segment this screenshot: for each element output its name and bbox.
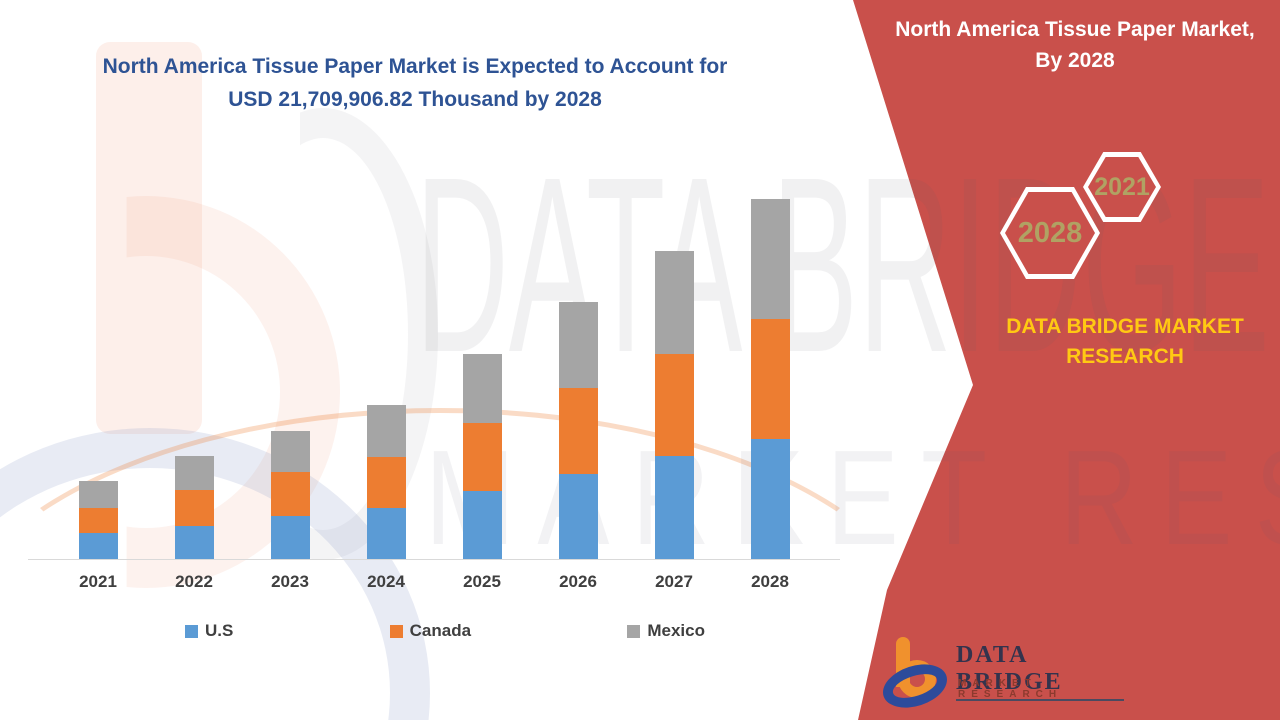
x-axis-label-2022: 2022 xyxy=(175,572,213,591)
chart-legend: U.S Canada Mexico xyxy=(185,621,705,641)
brand-name-text: DATA BRIDGE MARKET RESEARCH xyxy=(990,312,1260,372)
bar-segment-us-2022 xyxy=(174,526,214,559)
logo-d-swoosh-icon xyxy=(877,656,953,716)
bar-segment-us-2028 xyxy=(750,439,790,559)
x-axis-label-2027: 2027 xyxy=(655,572,693,591)
legend-label: Canada xyxy=(409,621,472,640)
bar-segment-mexico-2023 xyxy=(270,431,310,472)
page-title-line1: North America Tissue Paper Market is Exp… xyxy=(102,55,728,78)
logo-wordmark: DATA BRIDGE xyxy=(956,642,1124,701)
bar-segment-canada-2025 xyxy=(462,423,502,491)
bar-segment-canada-2028 xyxy=(750,319,790,439)
side-panel-title-line1: North America Tissue Paper Market, xyxy=(895,18,1255,41)
x-axis-label-2026: 2026 xyxy=(559,572,597,591)
bar-column-2021 xyxy=(50,199,146,559)
x-axis-label-2025: 2025 xyxy=(463,572,501,591)
bar-segment-us-2023 xyxy=(270,516,310,559)
page-title-line2: USD 21,709,906.82 Thousand by 2028 xyxy=(228,88,602,111)
bar-segment-us-2024 xyxy=(366,508,406,559)
legend-label: Mexico xyxy=(647,621,705,640)
x-axis-labels: 2021 2022 2023 2024 2025 2026 2027 2028 xyxy=(50,572,818,592)
hexagon-2021-year-label: 2021 xyxy=(1094,172,1150,201)
side-panel-title-line2: By 2028 xyxy=(1035,49,1115,72)
bar-column-2024 xyxy=(338,199,434,559)
x-axis-label-2021: 2021 xyxy=(79,572,117,591)
bar-column-2023 xyxy=(242,199,338,559)
bar-column-2027 xyxy=(626,199,722,559)
logo-b-bowl-icon xyxy=(898,660,936,698)
bar-segment-canada-2023 xyxy=(270,472,310,516)
x-axis-line xyxy=(28,559,840,560)
legend-item-canada: Canada xyxy=(389,621,472,641)
bar-column-2028 xyxy=(722,199,818,559)
legend-label: U.S xyxy=(205,621,234,640)
brand-name-line2: RESEARCH xyxy=(1066,345,1184,368)
legend-swatch-icon xyxy=(185,624,198,638)
bar-segment-canada-2024 xyxy=(366,457,406,508)
x-axis-label-2023: 2023 xyxy=(271,572,309,591)
bar-column-2026 xyxy=(530,199,626,559)
hexagon-2028-year-label: 2028 xyxy=(1017,216,1083,249)
bar-segment-canada-2027 xyxy=(654,354,694,456)
legend-swatch-icon xyxy=(627,624,641,638)
x-axis-label-2028: 2028 xyxy=(751,572,789,591)
bar-segment-mexico-2026 xyxy=(558,302,598,388)
brand-name-line1: DATA BRIDGE MARKET xyxy=(1006,315,1244,338)
bar-segment-canada-2022 xyxy=(174,490,214,526)
bar-segment-mexico-2021 xyxy=(78,481,118,508)
bar-segment-mexico-2027 xyxy=(654,251,694,354)
legend-item-us: U.S xyxy=(185,621,233,641)
legend-item-mexico: Mexico xyxy=(627,621,705,641)
bar-segment-us-2021 xyxy=(78,533,118,559)
side-panel-title: North America Tissue Paper Market, By 20… xyxy=(880,14,1270,76)
bar-segment-us-2026 xyxy=(558,474,598,559)
bar-segment-us-2027 xyxy=(654,456,694,559)
logo-subtitle: MARKET RESEARCH xyxy=(958,678,1063,700)
bar-chart xyxy=(50,199,818,559)
bar-segment-canada-2026 xyxy=(558,388,598,474)
bar-column-2025 xyxy=(434,199,530,559)
bar-column-2022 xyxy=(146,199,242,559)
bar-segment-us-2025 xyxy=(462,491,502,559)
page-title: North America Tissue Paper Market is Exp… xyxy=(40,50,790,116)
company-logo: DATA BRIDGE MARKET RESEARCH xyxy=(877,632,1124,716)
bar-segment-mexico-2022 xyxy=(174,456,214,490)
bar-segment-canada-2021 xyxy=(78,508,118,533)
bar-segment-mexico-2024 xyxy=(366,405,406,457)
bar-segment-mexico-2028 xyxy=(750,199,790,319)
legend-swatch-icon xyxy=(389,624,403,638)
x-axis-label-2024: 2024 xyxy=(367,572,405,591)
bar-segment-mexico-2025 xyxy=(462,354,502,423)
